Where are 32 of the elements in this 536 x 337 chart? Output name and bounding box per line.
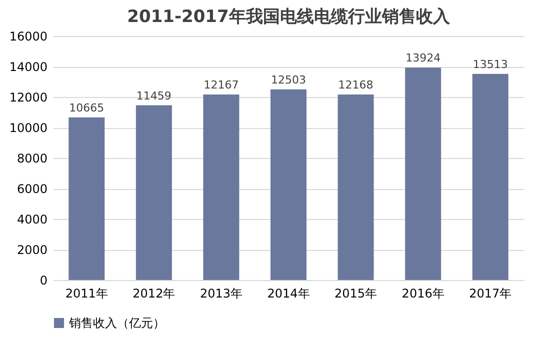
x-tick-label: 2011年 xyxy=(65,286,108,300)
data-label: 11459 xyxy=(136,89,172,102)
data-label: 13513 xyxy=(472,58,508,71)
y-tick-label: 10000 xyxy=(9,121,48,135)
y-tick-label: 12000 xyxy=(9,90,48,104)
x-tick-label: 2016年 xyxy=(402,286,444,300)
x-tick-label: 2015年 xyxy=(334,286,378,300)
x-tick-label: 2017年 xyxy=(469,286,512,300)
bar xyxy=(270,89,306,280)
data-label: 10665 xyxy=(69,101,104,114)
y-tick-label: 8000 xyxy=(16,152,48,166)
bar xyxy=(472,74,508,280)
y-tick-label: 16000 xyxy=(9,30,48,44)
data-label: 13924 xyxy=(406,52,441,65)
x-tick-label: 2012年 xyxy=(132,286,176,300)
y-tick-label: 0 xyxy=(40,274,48,288)
bar xyxy=(203,94,240,280)
y-tick-label: 14000 xyxy=(9,60,48,74)
bar xyxy=(338,94,374,280)
bar xyxy=(405,68,442,280)
legend-label: 销售收入（亿元） xyxy=(68,316,165,330)
x-tick-label: 2014年 xyxy=(267,286,310,300)
data-label: 12168 xyxy=(338,78,374,92)
y-tick-label: 2000 xyxy=(16,243,48,257)
x-tick-label: 2013年 xyxy=(200,286,242,300)
data-label: 12503 xyxy=(271,73,306,86)
chart-title: 2011-2017年我国电线电缆行业销售收入 xyxy=(127,7,451,27)
data-label: 12167 xyxy=(204,78,239,92)
bar xyxy=(136,105,172,280)
y-tick-label: 6000 xyxy=(16,182,48,196)
bar xyxy=(68,117,105,280)
y-tick-label: 4000 xyxy=(16,212,48,226)
